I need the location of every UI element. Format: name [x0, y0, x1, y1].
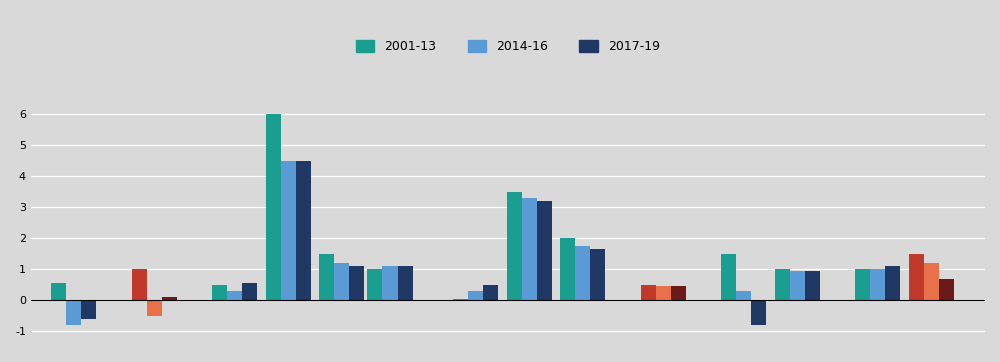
Bar: [483, 285, 498, 300]
Bar: [909, 254, 924, 300]
Bar: [453, 299, 468, 300]
Bar: [560, 239, 575, 300]
Bar: [671, 286, 686, 300]
Bar: [507, 192, 522, 300]
Bar: [870, 269, 885, 300]
Bar: [296, 161, 311, 300]
Bar: [398, 266, 413, 300]
Bar: [468, 291, 483, 300]
Bar: [924, 263, 939, 300]
Bar: [382, 266, 398, 300]
Bar: [51, 283, 66, 300]
Bar: [939, 279, 954, 300]
Bar: [349, 266, 364, 300]
Bar: [162, 297, 177, 300]
Legend: 2001-13, 2014-16, 2017-19: 2001-13, 2014-16, 2017-19: [351, 35, 665, 58]
Bar: [656, 286, 671, 300]
Bar: [147, 300, 162, 316]
Bar: [736, 291, 751, 300]
Bar: [805, 271, 820, 300]
Bar: [367, 269, 382, 300]
Bar: [227, 291, 242, 300]
Bar: [242, 283, 257, 300]
Bar: [212, 285, 227, 300]
Bar: [81, 300, 96, 319]
Bar: [266, 114, 281, 300]
Bar: [641, 285, 656, 300]
Bar: [132, 269, 147, 300]
Bar: [590, 249, 605, 300]
Bar: [281, 161, 296, 300]
Bar: [790, 271, 805, 300]
Bar: [319, 254, 334, 300]
Bar: [522, 198, 537, 300]
Bar: [721, 254, 736, 300]
Bar: [885, 266, 900, 300]
Bar: [855, 269, 870, 300]
Bar: [537, 201, 552, 300]
Bar: [575, 246, 590, 300]
Bar: [751, 300, 766, 325]
Bar: [775, 269, 790, 300]
Bar: [334, 263, 349, 300]
Bar: [66, 300, 81, 325]
